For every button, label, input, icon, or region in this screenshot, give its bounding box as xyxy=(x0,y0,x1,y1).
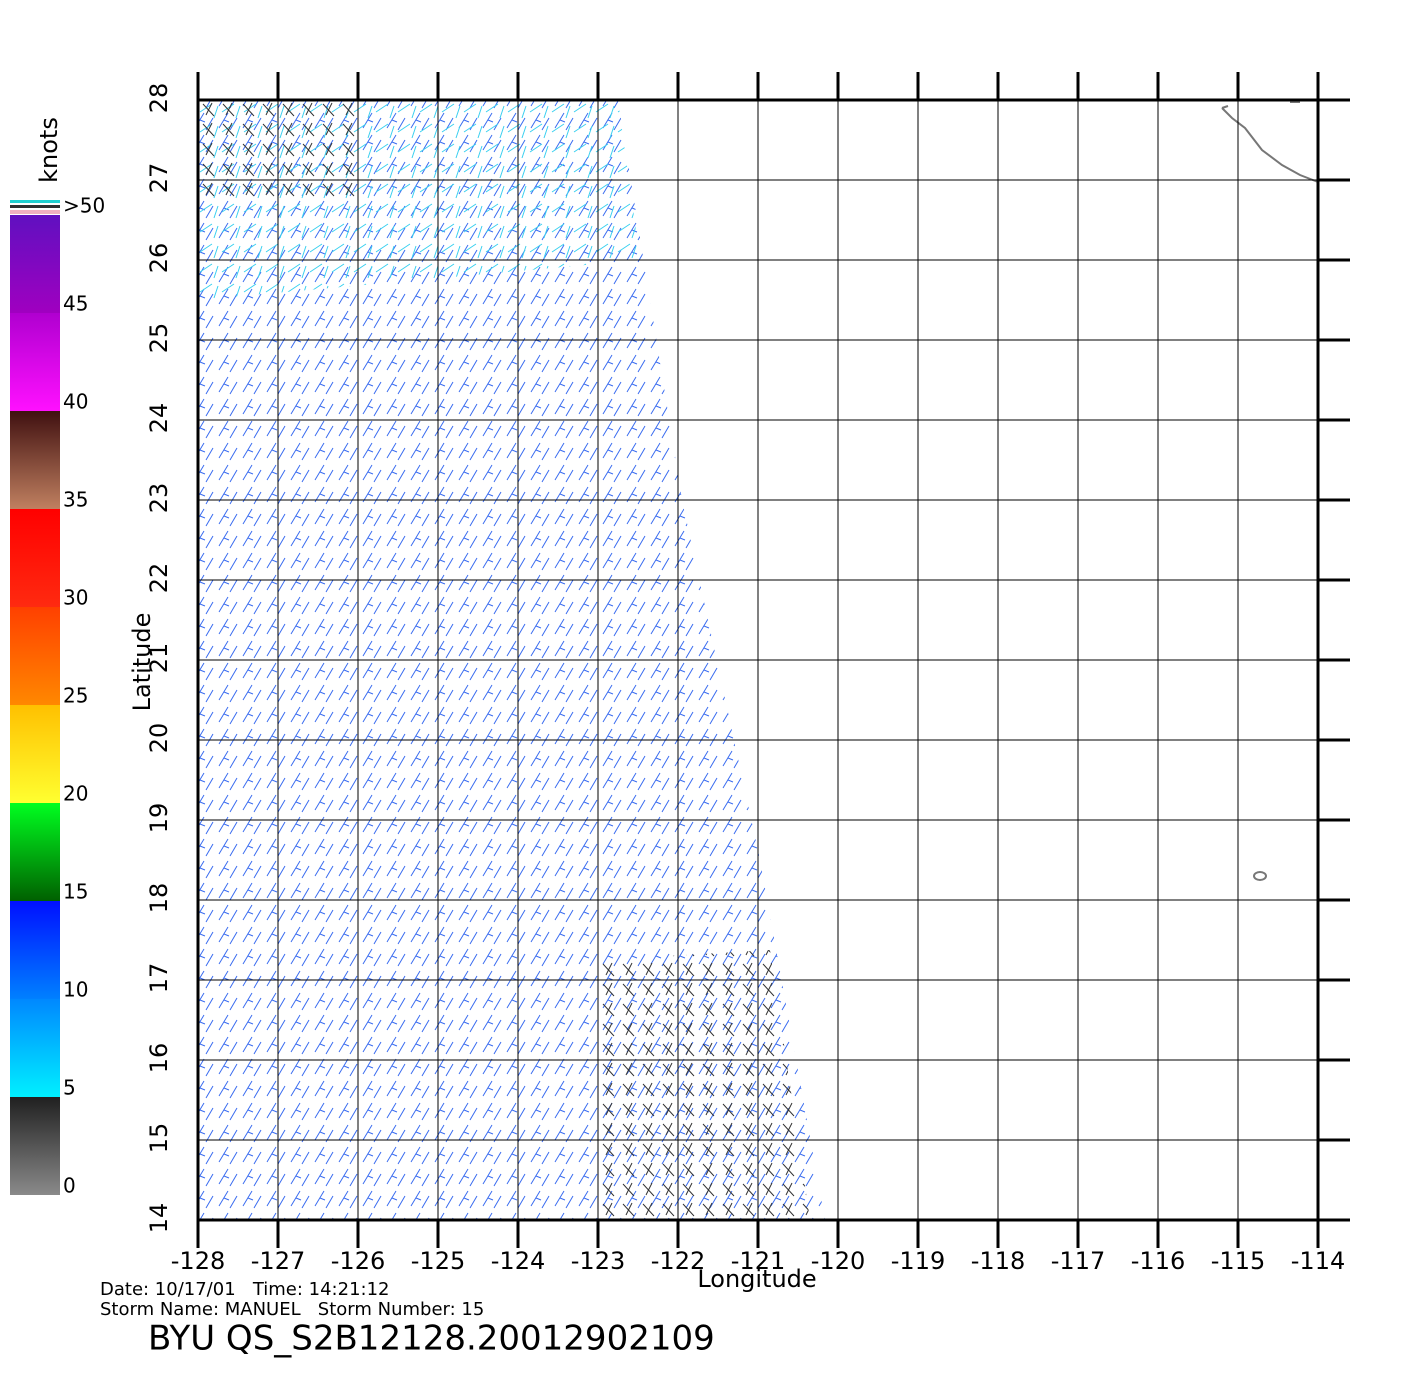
info-line: Storm Name: MANUEL Storm Number: 15 xyxy=(100,1299,484,1320)
x-tick-label: -114 xyxy=(1291,1247,1345,1275)
colorbar-band xyxy=(10,313,60,411)
y-tick-label: 21 xyxy=(145,643,173,674)
colorbar-stripe xyxy=(10,205,60,208)
colorbar-tick-label: 25 xyxy=(63,684,88,708)
x-tick-label: -123 xyxy=(571,1247,625,1275)
y-tick-label: 25 xyxy=(145,323,173,354)
y-tick-label: 27 xyxy=(145,163,173,194)
colorbar-band xyxy=(10,999,60,1097)
x-axis-label: Longitude xyxy=(697,1265,816,1293)
colorbar-band xyxy=(10,411,60,509)
x-tick-label: -128 xyxy=(171,1247,225,1275)
colorbar-tick-label: >50 xyxy=(63,194,105,218)
colorbar-tick-label: 15 xyxy=(63,880,88,904)
info-line: Date: 10/17/01 Time: 14:21:12 xyxy=(100,1279,390,1300)
x-tick-label: -118 xyxy=(971,1247,1025,1275)
colorbar-band xyxy=(10,705,60,803)
colorbar-tick-label: 35 xyxy=(63,488,88,512)
y-tick-label: 18 xyxy=(145,883,173,914)
colorbar-tick-label: 0 xyxy=(63,1174,76,1198)
colorbar-tick-label: 30 xyxy=(63,586,88,610)
colorbar-tick-label: 5 xyxy=(63,1076,76,1100)
x-tick-label: -127 xyxy=(251,1247,305,1275)
island xyxy=(1253,871,1267,881)
colorbar-band xyxy=(10,509,60,607)
colorbar-stripe xyxy=(10,210,60,214)
x-tick-label: -119 xyxy=(891,1247,945,1275)
swath-calm xyxy=(198,100,360,200)
x-tick-label: -115 xyxy=(1211,1247,1265,1275)
axes xyxy=(196,72,1350,1248)
colorbar-tick-label: 20 xyxy=(63,782,88,806)
y-tick-label: 14 xyxy=(145,1203,173,1234)
x-tick-label: -120 xyxy=(811,1247,865,1275)
x-tick-label: -116 xyxy=(1131,1247,1185,1275)
colorbar-band xyxy=(10,901,60,999)
colorbar-tick-label: 40 xyxy=(63,390,88,414)
colorbar-band xyxy=(10,1097,60,1195)
y-tick-label: 24 xyxy=(145,403,173,434)
y-tick-label: 17 xyxy=(145,963,173,994)
y-tick-label: 26 xyxy=(145,243,173,274)
x-tick-label: -125 xyxy=(411,1247,465,1275)
colorbar-label: knots xyxy=(35,117,63,183)
x-tick-label: -126 xyxy=(331,1247,385,1275)
x-tick-label: -124 xyxy=(491,1247,545,1275)
colorbar-band xyxy=(10,607,60,705)
x-tick-label: -121 xyxy=(731,1247,785,1275)
colorbar-tick-label: 10 xyxy=(63,978,88,1002)
y-tick-label: 19 xyxy=(145,803,173,834)
y-tick-label: 23 xyxy=(145,483,173,514)
y-tick-label: 16 xyxy=(145,1043,173,1074)
y-tick-label: 22 xyxy=(145,563,173,594)
colorbar-tick-label: 45 xyxy=(63,292,88,316)
y-axis-label: Latitude xyxy=(128,613,156,712)
colorbar-band xyxy=(10,215,60,313)
coastline xyxy=(1221,101,1319,183)
x-tick-label: -117 xyxy=(1051,1247,1105,1275)
colorbar-band xyxy=(10,803,60,901)
y-tick-label: 15 xyxy=(145,1123,173,1154)
y-tick-label: 20 xyxy=(145,723,173,754)
y-tick-label: 28 xyxy=(145,83,173,114)
colorbar-stripe xyxy=(10,200,60,203)
x-tick-label: -122 xyxy=(651,1247,705,1275)
caption: BYU QS_S2B12128.20012902109 xyxy=(148,1319,715,1359)
